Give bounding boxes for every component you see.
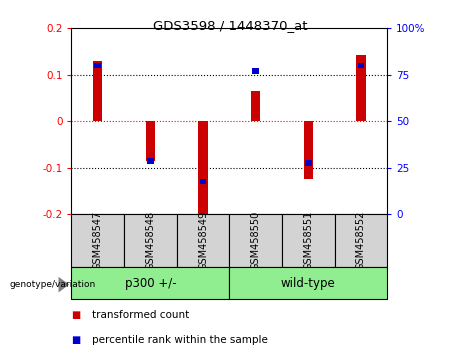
- Bar: [146, 121, 155, 161]
- FancyBboxPatch shape: [71, 267, 229, 299]
- Text: percentile rank within the sample: percentile rank within the sample: [92, 335, 268, 345]
- FancyBboxPatch shape: [124, 214, 177, 267]
- Text: p300 +/-: p300 +/-: [124, 277, 176, 290]
- Text: ■: ■: [71, 310, 81, 320]
- Text: GSM458549: GSM458549: [198, 211, 208, 270]
- Text: GDS3598 / 1448370_at: GDS3598 / 1448370_at: [153, 19, 308, 33]
- Bar: [200, 179, 207, 184]
- FancyBboxPatch shape: [335, 214, 387, 267]
- Text: genotype/variation: genotype/variation: [9, 280, 95, 289]
- Text: GSM458551: GSM458551: [303, 211, 313, 270]
- FancyBboxPatch shape: [177, 214, 229, 267]
- Text: GSM458547: GSM458547: [93, 211, 103, 270]
- Text: GSM458548: GSM458548: [145, 211, 155, 270]
- Bar: [252, 68, 259, 74]
- Bar: [198, 121, 207, 219]
- FancyBboxPatch shape: [282, 214, 335, 267]
- Bar: [95, 63, 101, 68]
- FancyBboxPatch shape: [229, 267, 387, 299]
- Bar: [356, 55, 366, 121]
- Text: wild-type: wild-type: [281, 277, 336, 290]
- Bar: [305, 160, 312, 166]
- FancyBboxPatch shape: [229, 214, 282, 267]
- Text: ■: ■: [71, 335, 81, 345]
- Text: transformed count: transformed count: [92, 310, 189, 320]
- Bar: [358, 63, 364, 68]
- Bar: [93, 61, 102, 121]
- Text: GSM458550: GSM458550: [251, 211, 260, 270]
- FancyBboxPatch shape: [71, 214, 124, 267]
- Bar: [251, 91, 260, 121]
- Bar: [304, 121, 313, 179]
- Text: GSM458552: GSM458552: [356, 211, 366, 270]
- Bar: [147, 158, 154, 164]
